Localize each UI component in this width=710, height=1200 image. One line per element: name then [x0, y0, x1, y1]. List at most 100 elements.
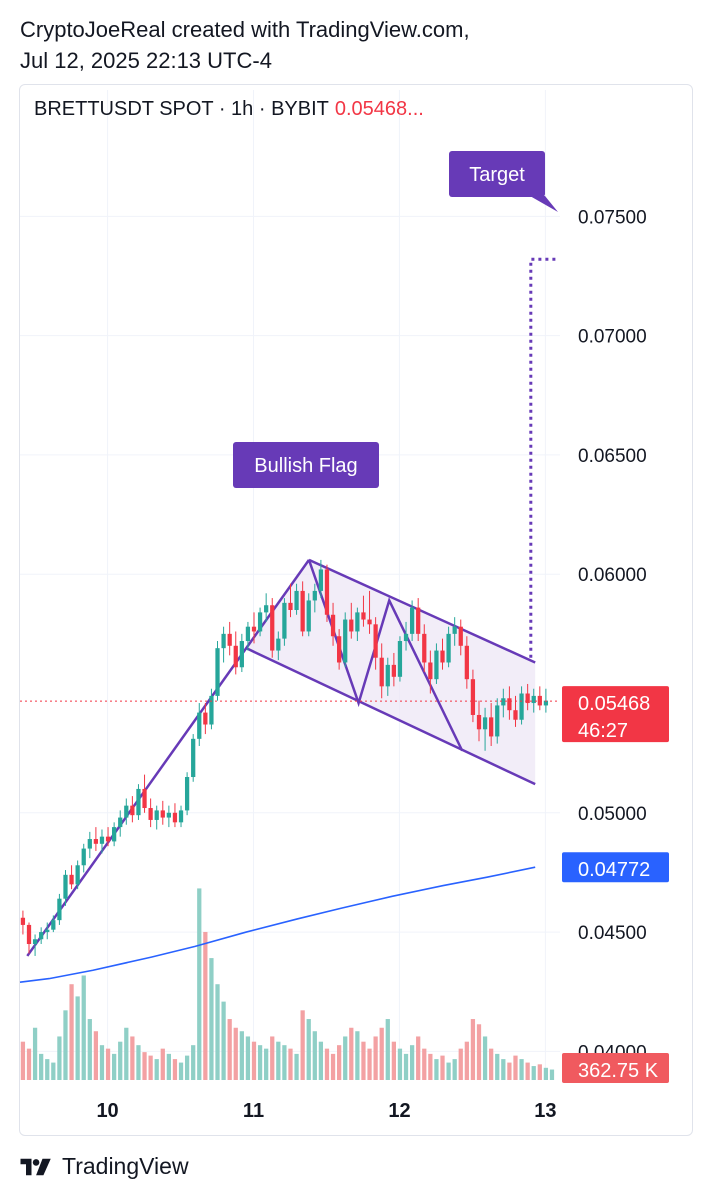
footer-brand: TradingView: [62, 1153, 189, 1179]
candle-body: [172, 812, 178, 823]
candle-body: [69, 874, 74, 885]
candle-body: [464, 645, 469, 680]
volume-value-tag-bg: [562, 1053, 669, 1083]
volume-bar: [391, 1041, 396, 1080]
legend-price: 0.05468...: [334, 98, 424, 120]
volume-bars: [20, 888, 555, 1080]
volume-bar: [257, 1045, 263, 1080]
volume-bar: [81, 975, 86, 1080]
candle-body: [203, 712, 208, 725]
candle-body: [458, 626, 463, 646]
candle-body: [160, 810, 165, 818]
y-tick-label: 0.06000: [578, 565, 647, 586]
volume-bar: [118, 1041, 123, 1080]
volume-bar: [32, 1027, 38, 1080]
volume-bar: [428, 1053, 433, 1080]
candle-body: [312, 590, 317, 601]
candle-body: [543, 700, 549, 706]
volume-bar: [416, 1036, 421, 1080]
volume-bar: [197, 888, 202, 1080]
volume-bar: [458, 1048, 463, 1080]
volume-bar: [355, 1031, 360, 1080]
candle-body: [93, 839, 99, 844]
ma-value-tag-bg: [562, 852, 669, 883]
volume-bar: [343, 1036, 348, 1080]
volume-bar: [20, 1041, 26, 1080]
candle-body: [391, 664, 396, 677]
volume-bar: [470, 1019, 476, 1080]
candle-body: [63, 874, 68, 899]
x-tick-label: 10: [96, 1100, 118, 1122]
candle-body: [397, 641, 403, 677]
candle-body: [112, 827, 117, 842]
candle-body: [276, 638, 281, 651]
y-tick-label: 0.06500: [578, 446, 647, 467]
volume-bar: [154, 1059, 159, 1080]
candle-body: [51, 920, 56, 930]
volume-bar: [239, 1031, 244, 1080]
volume-bar: [172, 1059, 178, 1080]
candle-body: [330, 614, 336, 637]
target-label-text: Target: [469, 164, 525, 186]
moving-average: [19, 866, 536, 983]
candle-body: [337, 636, 342, 663]
chart-header: CryptoJoeReal created with TradingView.c…: [20, 14, 470, 76]
candle-body: [379, 657, 384, 687]
candle-body: [361, 612, 366, 620]
candle-body: [428, 662, 433, 680]
candle-body: [251, 626, 257, 632]
volume-bar: [337, 1045, 342, 1080]
volume-bar: [227, 1019, 232, 1080]
x-tick-label: 13: [534, 1100, 556, 1122]
volume-bar: [440, 1055, 445, 1080]
candle-body: [166, 812, 171, 818]
volume-bar: [482, 1036, 488, 1080]
volume-bar: [294, 1053, 299, 1080]
candle-body: [537, 695, 542, 706]
candle-body: [124, 805, 129, 818]
volume-bar: [142, 1052, 147, 1080]
candle-body: [20, 917, 26, 925]
volume-bar: [148, 1055, 153, 1080]
candle-body: [349, 619, 354, 632]
volume-bar: [124, 1027, 129, 1080]
volume-bar: [324, 1048, 330, 1080]
candle-body: [282, 602, 287, 639]
flagpole-line: [26, 559, 310, 957]
volume-bar: [233, 1027, 238, 1080]
volume-bar: [501, 1059, 506, 1080]
volume-bar: [99, 1045, 105, 1080]
candle-body: [221, 633, 226, 649]
volume-bar: [112, 1053, 117, 1080]
candle-body: [26, 924, 32, 945]
candle-body: [482, 717, 488, 730]
volume-bar: [525, 1062, 530, 1080]
volume-bar: [495, 1053, 500, 1080]
volume-bar: [288, 1048, 293, 1080]
candle-body: [440, 650, 445, 663]
volume-bar: [349, 1027, 354, 1080]
volume-bar: [513, 1055, 518, 1080]
volume-bar: [105, 1048, 111, 1080]
volume-bar: [251, 1041, 257, 1080]
volume-bar: [57, 1036, 62, 1080]
bullish-flag-label-text: Bullish Flag: [254, 455, 357, 477]
candle-body: [513, 710, 518, 720]
candle-body: [45, 929, 50, 933]
symbol-legend: BRETTUSDT SPOT · 1h · BYBIT 0.05468...: [34, 98, 424, 121]
volume-bar: [221, 1001, 226, 1080]
candle-body: [416, 607, 421, 634]
volume-bar: [75, 996, 80, 1080]
volume-value-tag-text: 362.75 K: [578, 1060, 659, 1082]
volume-bar: [361, 1041, 366, 1080]
candle-body: [385, 664, 390, 687]
volume-bar: [282, 1045, 287, 1080]
candle-body: [507, 698, 512, 711]
current-price-tag-text: 46:27: [578, 720, 628, 742]
candle-body: [489, 717, 494, 737]
candle-body: [184, 777, 190, 811]
symbol-info: BRETTUSDT SPOT · 1h · BYBIT: [34, 98, 329, 120]
volume-bar: [531, 1066, 536, 1080]
candle-body: [245, 626, 251, 642]
volume-bar: [397, 1048, 403, 1080]
